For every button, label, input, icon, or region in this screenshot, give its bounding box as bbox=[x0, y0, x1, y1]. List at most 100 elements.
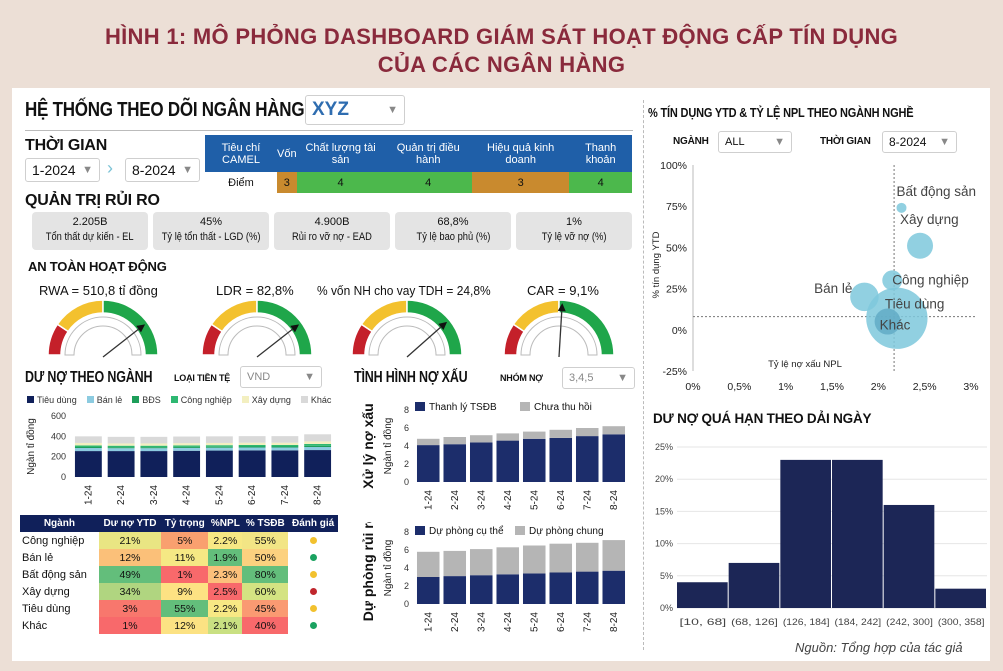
metric-cell: 2.1% bbox=[208, 617, 243, 634]
sector-filter-select[interactable]: ALL ▼ bbox=[718, 131, 792, 153]
x-tick-label: (126, 184] bbox=[783, 617, 830, 627]
y-tick-label: 6 bbox=[404, 423, 409, 433]
bar-segment-chưa-thu-hồi bbox=[549, 429, 573, 438]
bubble-label: Khác bbox=[880, 318, 911, 333]
y-tick-label: 600 bbox=[51, 411, 66, 421]
histogram-title: DƯ NỢ QUÁ HẠN THEO DẢI NGÀY bbox=[653, 411, 872, 426]
legend-swatch bbox=[132, 396, 140, 403]
debt-group-value: 3,4,5 bbox=[569, 372, 594, 384]
y-tick-label: 400 bbox=[51, 431, 66, 441]
metric-cell: 12% bbox=[161, 617, 209, 634]
sector-name: Tiêu dùng bbox=[20, 600, 99, 617]
bar-segment-khác bbox=[140, 436, 168, 444]
kpi-value: 1% bbox=[566, 216, 582, 228]
bank-select[interactable]: XYZ ▼ bbox=[305, 95, 405, 125]
kpi-value: 4.900B bbox=[314, 216, 350, 228]
bar-segment-thanh-lý-tsđb bbox=[549, 437, 573, 482]
legend-label: Xây dựng bbox=[251, 395, 291, 405]
chevron-down-icon: ▼ bbox=[774, 136, 785, 148]
bar-segment-dự-phòng-cụ-thể bbox=[575, 571, 599, 604]
bar-segment-bđs bbox=[107, 447, 135, 449]
camel-score-row: Điểm 3 4 4 3 4 bbox=[205, 172, 632, 193]
metric-cell: 50% bbox=[242, 549, 289, 566]
col-header: % TSĐB bbox=[242, 515, 289, 532]
bar-segment-bán-lẻ bbox=[74, 448, 102, 452]
chevron-down-icon: ▼ bbox=[182, 164, 193, 176]
x-tick-label: 2-24 bbox=[450, 490, 461, 510]
legend-item: Khác bbox=[300, 395, 331, 405]
bar-segment-công-nghiệp bbox=[238, 444, 266, 447]
gauge-inner-ring bbox=[218, 316, 296, 356]
dashboard-title: HỆ THỐNG THEO DÕI NGÂN HÀNG bbox=[25, 99, 305, 121]
metric-cell: 80% bbox=[242, 566, 289, 583]
bar-segment-dự-phòng-cụ-thể bbox=[602, 570, 626, 604]
camel-score: 4 bbox=[384, 172, 472, 193]
time-from-select[interactable]: 1-2024 ▼ bbox=[25, 158, 100, 182]
bar-segment-dự-phòng-cụ-thể bbox=[522, 573, 546, 604]
y-tick-label: -25% bbox=[662, 366, 687, 378]
bar-segment-dự-phòng-chung bbox=[416, 551, 440, 577]
y-tick-label: 100% bbox=[660, 160, 687, 172]
y-tick-label: 0% bbox=[660, 603, 673, 613]
kpi-ead: 4.900B Rủi ro vỡ nợ - EAD bbox=[274, 212, 390, 250]
time-to-select[interactable]: 8-2024 ▼ bbox=[125, 158, 200, 182]
bar-segment-dự-phòng-chung bbox=[522, 545, 546, 574]
bar-segment-dự-phòng-chung bbox=[602, 540, 626, 571]
provision-chart: 0 2 4 6 8 1-24 2-24 3-24 4-24 5-24 6-24 7-24 8-24 Ngà… bbox=[360, 522, 626, 632]
time-to-value: 8-2024 bbox=[132, 162, 176, 178]
metric-cell: 2.2% bbox=[208, 532, 243, 549]
y-tick-label: 4 bbox=[404, 441, 409, 451]
scatter-time-select[interactable]: 8-2024 ▼ bbox=[882, 131, 957, 153]
x-tick-label: 1,5% bbox=[820, 381, 844, 393]
camel-row-label: Điểm bbox=[228, 176, 254, 189]
bar-segment-khác bbox=[205, 436, 233, 443]
rating-dot-icon bbox=[309, 621, 317, 629]
bar-segment-dự-phòng-cụ-thể bbox=[496, 574, 520, 604]
bubble-label: Bán lẻ bbox=[814, 281, 852, 296]
metric-cell: 34% bbox=[98, 583, 162, 600]
bar-segment-xây-dựng bbox=[304, 441, 332, 444]
metric-cell: 49% bbox=[98, 566, 162, 583]
gauge-needle-tip bbox=[438, 321, 448, 331]
gauge-needle bbox=[406, 326, 442, 358]
kpi-label: Rủi ro vỡ nợ - EAD bbox=[292, 231, 372, 243]
y-tick-label: 0 bbox=[61, 472, 66, 482]
x-tick-label: 2-24 bbox=[116, 485, 127, 505]
bar-segment-xây-dựng bbox=[74, 442, 102, 446]
chevron-down-icon: ▼ bbox=[387, 104, 398, 116]
bar-segment-xây-dựng bbox=[205, 442, 233, 446]
npl-handling-chart: 0 2 4 6 8 1-24 2-24 3-24 4-24 5-24 6-24 7-24 8-24 Ngà… bbox=[360, 401, 626, 510]
bar-segment-bđs bbox=[271, 446, 299, 448]
histogram-bar bbox=[780, 459, 831, 608]
bar-segment-bán-lẻ bbox=[304, 447, 332, 451]
bar-segment-bán-lẻ bbox=[205, 447, 233, 451]
bar-segment-công-nghiệp bbox=[173, 445, 201, 447]
currency-select[interactable]: VND ▼ bbox=[240, 366, 322, 388]
metric-cell: 40% bbox=[242, 617, 289, 634]
bar-segment-tiêu-dùng bbox=[107, 451, 135, 477]
x-tick-label: 6-24 bbox=[247, 485, 258, 505]
y-axis-label: % tín dụng YTD bbox=[651, 231, 662, 298]
sector-name: Xây dựng bbox=[20, 583, 99, 600]
x-tick-label: (300, 358] bbox=[938, 617, 985, 627]
x-tick-label: 0% bbox=[685, 381, 700, 393]
x-tick-label: 7-24 bbox=[582, 490, 593, 510]
debt-group-select[interactable]: 3,4,5 ▼ bbox=[562, 367, 635, 389]
kpi-value: 68,8% bbox=[437, 216, 469, 228]
sector-name: Bất động sản bbox=[20, 566, 99, 583]
kpi-el: 2.205B Tổn thất dự kiến - EL bbox=[32, 212, 148, 250]
bar-segment-thanh-lý-tsđb bbox=[522, 438, 546, 482]
legend-swatch bbox=[86, 396, 94, 403]
bank-value: XYZ bbox=[312, 99, 349, 120]
chevron-down-icon: ▼ bbox=[304, 371, 315, 383]
table-row: Bất động sản 49% 1% 2.3% 80% bbox=[20, 566, 338, 583]
rating-dot-icon bbox=[309, 604, 317, 612]
bar-segment-dự-phòng-chung bbox=[469, 549, 493, 576]
bubble-label: Công nghiệp bbox=[892, 272, 969, 287]
gauges bbox=[47, 299, 615, 358]
kpi-label: Tỷ lệ bao phủ (%) bbox=[416, 231, 490, 243]
bar-segment-dự-phòng-cụ-thể bbox=[549, 572, 573, 604]
x-tick-label: 3-24 bbox=[149, 485, 160, 505]
x-tick-label: 1% bbox=[778, 381, 793, 393]
legend-swatch bbox=[170, 396, 178, 403]
